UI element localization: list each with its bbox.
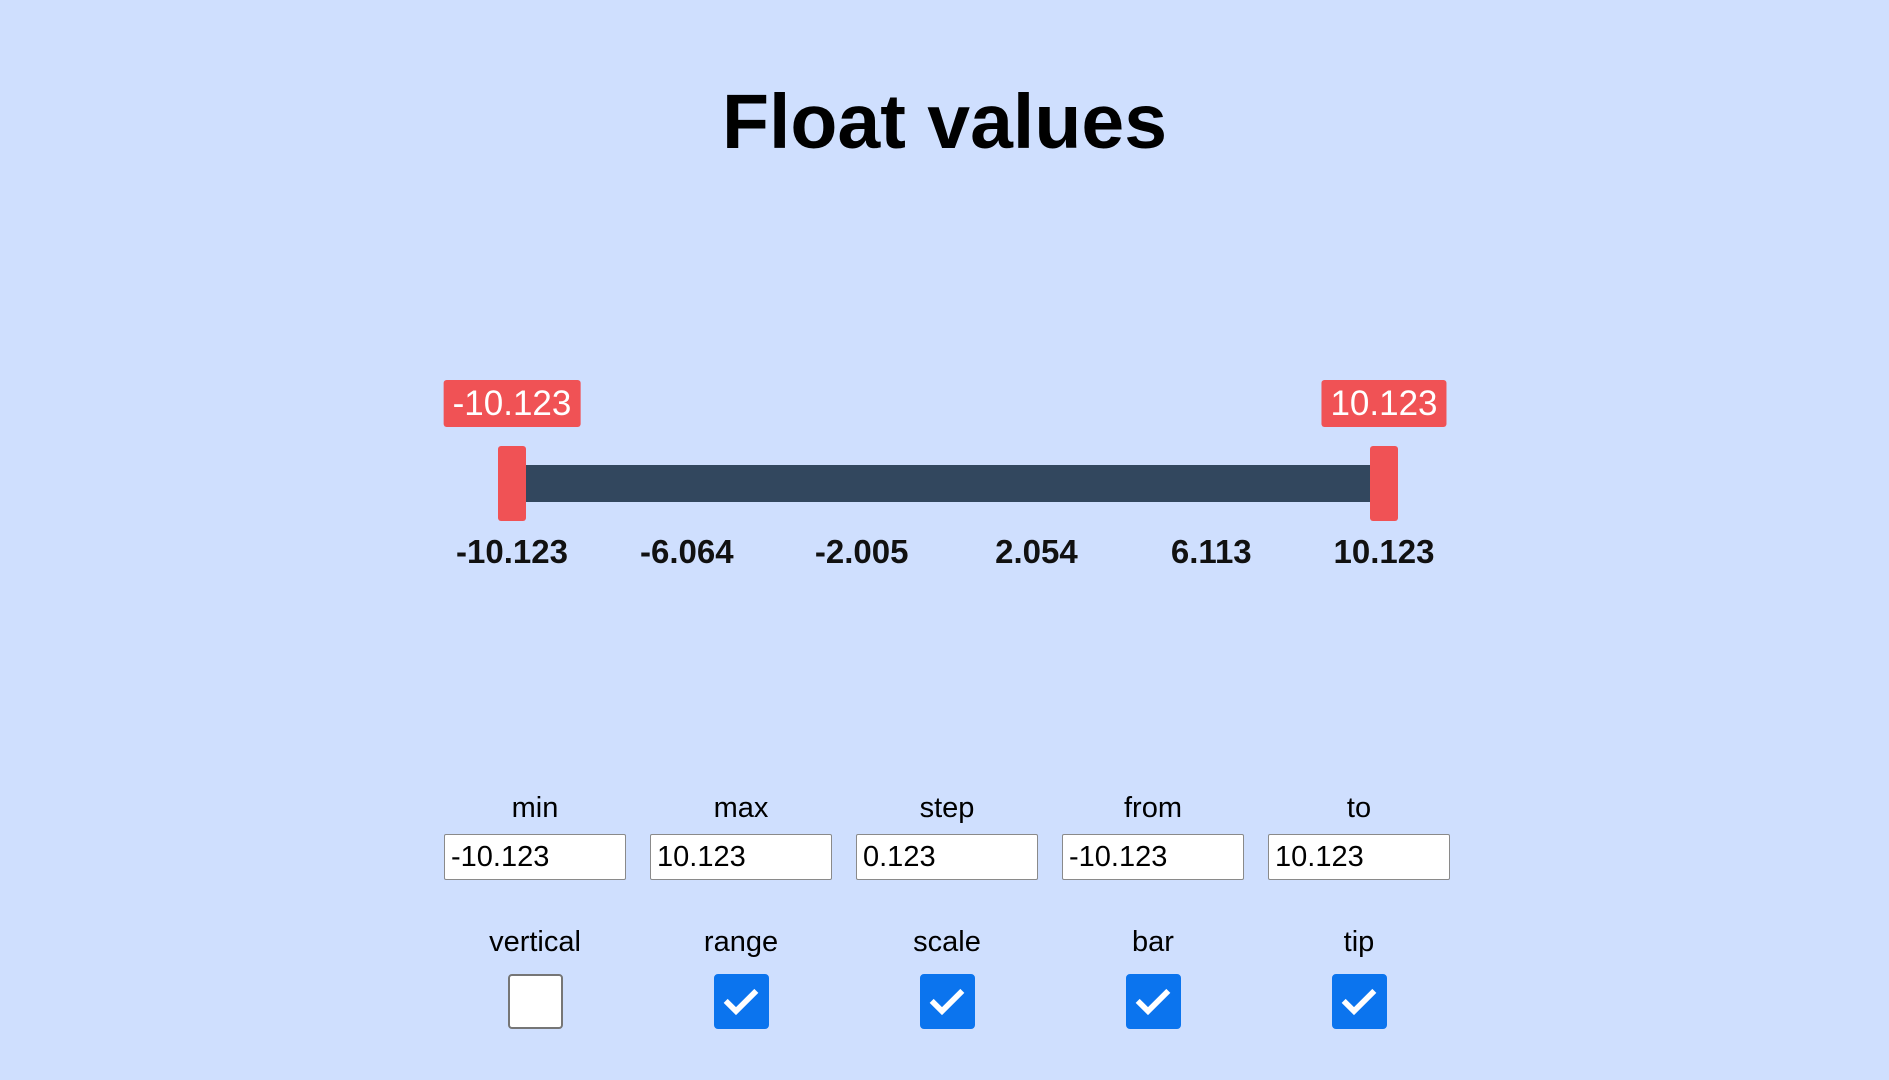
scale-label-text: scale bbox=[913, 926, 981, 958]
scale-label[interactable]: 10.123 bbox=[1333, 533, 1435, 570]
vertical-checkbox[interactable] bbox=[507, 974, 563, 1029]
from-input[interactable] bbox=[1062, 834, 1244, 880]
tip-checkbox[interactable] bbox=[1331, 974, 1387, 1029]
step-input[interactable] bbox=[856, 834, 1038, 880]
max-input[interactable] bbox=[650, 834, 832, 880]
tip-label: tip bbox=[1343, 926, 1375, 958]
check-icon bbox=[1135, 988, 1171, 1015]
slider-handle-to[interactable] bbox=[1370, 446, 1398, 521]
max-field: max bbox=[650, 786, 832, 880]
scale-label[interactable]: -10.123 bbox=[456, 533, 568, 570]
from-field: from bbox=[1062, 786, 1244, 880]
check-icon bbox=[929, 988, 965, 1015]
scale-option: scale bbox=[856, 920, 1038, 1029]
bar-checkbox[interactable] bbox=[1125, 974, 1181, 1029]
bar-option: bar bbox=[1062, 920, 1244, 1029]
slider-tip-to: 10.123 bbox=[1321, 380, 1447, 427]
min-field: min bbox=[444, 786, 626, 880]
check-icon bbox=[1341, 988, 1377, 1015]
to-label: to bbox=[1346, 792, 1372, 824]
to-input[interactable] bbox=[1268, 834, 1450, 880]
step-label: step bbox=[919, 792, 975, 824]
step-field: step bbox=[856, 786, 1038, 880]
scale-label[interactable]: 6.113 bbox=[1170, 533, 1252, 570]
slider-handle-from[interactable] bbox=[498, 446, 526, 521]
scale-label[interactable]: -2.005 bbox=[814, 533, 909, 570]
slider-tip-from: -10.123 bbox=[443, 380, 581, 427]
scale-label[interactable]: -6.064 bbox=[640, 533, 734, 570]
tip-option: tip bbox=[1268, 920, 1450, 1029]
slider-settings-panel: min max step from to vertical range bbox=[444, 786, 1450, 1029]
checkbox-row: vertical range scale bar tip bbox=[444, 920, 1450, 1029]
range-option: range bbox=[650, 920, 832, 1029]
slider-bar[interactable] bbox=[512, 465, 1384, 502]
min-label: min bbox=[511, 792, 559, 824]
vertical-option: vertical bbox=[444, 920, 626, 1029]
range-slider[interactable]: -10.123 10.123 -10.123 -6.064 -2.005 2.0… bbox=[0, 0, 1889, 600]
range-checkbox[interactable] bbox=[713, 974, 769, 1029]
min-input[interactable] bbox=[444, 834, 626, 880]
input-row: min max step from to bbox=[444, 786, 1450, 880]
scale-label[interactable]: 2.054 bbox=[995, 533, 1078, 570]
max-label: max bbox=[713, 792, 769, 824]
page-title: Float values bbox=[721, 79, 1168, 165]
bar-label: bar bbox=[1132, 926, 1174, 958]
range-label: range bbox=[703, 926, 779, 958]
to-field: to bbox=[1268, 786, 1450, 880]
from-label: from bbox=[1124, 792, 1182, 824]
scale-checkbox[interactable] bbox=[919, 974, 975, 1029]
check-icon bbox=[723, 988, 759, 1015]
vertical-label: vertical bbox=[489, 926, 581, 958]
